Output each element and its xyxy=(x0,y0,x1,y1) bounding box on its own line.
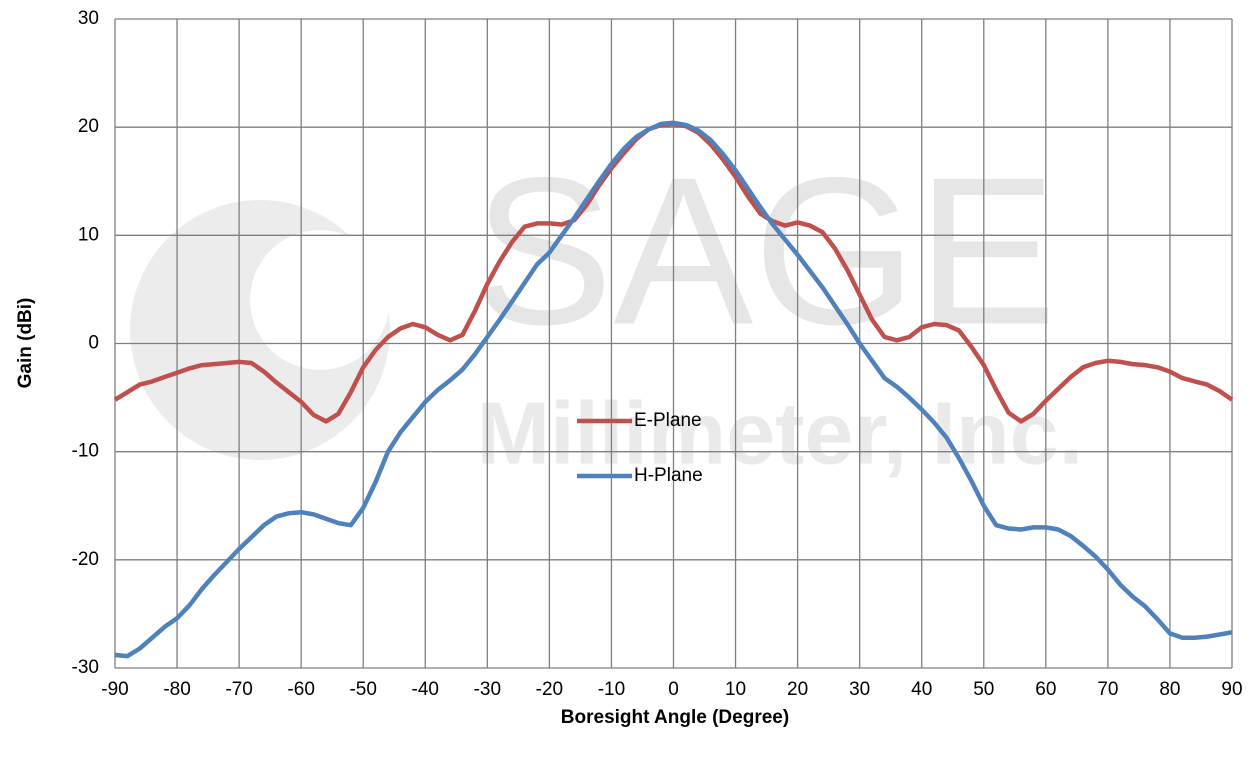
legend-label: H-Plane xyxy=(634,465,703,486)
x-tick-label: -70 xyxy=(225,679,252,700)
x-tick-label: -30 xyxy=(474,679,501,700)
x-tick-label: -50 xyxy=(349,679,376,700)
y-tick-label: -10 xyxy=(72,441,99,462)
x-axis-title: Boresight Angle (Degree) xyxy=(561,707,789,728)
x-tick-label: 0 xyxy=(668,679,679,700)
y-axis-title: Gain (dBi) xyxy=(15,298,36,389)
watermark-text: SAGE xyxy=(473,133,1057,368)
x-tick-label: -20 xyxy=(536,679,563,700)
x-tick-label: 50 xyxy=(973,679,994,700)
y-tick-label: -20 xyxy=(72,549,99,570)
x-tick-label: -90 xyxy=(101,679,128,700)
x-tick-label: 90 xyxy=(1221,679,1242,700)
y-tick-label: 30 xyxy=(78,8,99,29)
y-tick-label: 10 xyxy=(78,224,99,245)
x-tick-label: -80 xyxy=(163,679,190,700)
y-tick-label: 0 xyxy=(88,333,99,354)
x-tick-label: 20 xyxy=(787,679,808,700)
x-tick-label: 80 xyxy=(1159,679,1180,700)
x-tick-label: 10 xyxy=(725,679,746,700)
x-tick-label: 70 xyxy=(1097,679,1118,700)
y-tick-label: -30 xyxy=(72,657,99,678)
y-tick-label: 20 xyxy=(78,116,99,137)
watermark-logo xyxy=(250,230,390,370)
x-tick-label: -10 xyxy=(598,679,625,700)
legend-label: E-Plane xyxy=(634,410,702,431)
x-tick-label: 60 xyxy=(1035,679,1056,700)
x-tick-label: 30 xyxy=(849,679,870,700)
x-tick-label: -40 xyxy=(412,679,439,700)
watermark-text: Millimeter, Inc. xyxy=(477,383,1083,482)
x-tick-label: 40 xyxy=(911,679,932,700)
x-tick-label: -60 xyxy=(287,679,314,700)
series-line xyxy=(114,120,1233,659)
